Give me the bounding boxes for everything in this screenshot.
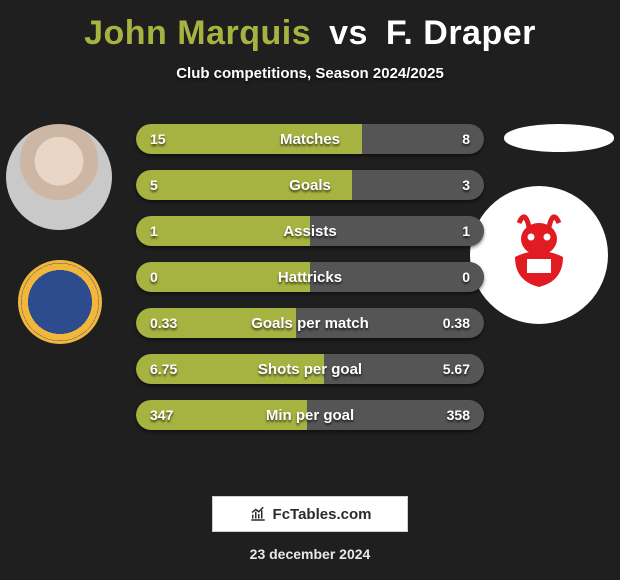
brand-text: FcTables.com — [273, 506, 372, 523]
player1-avatar — [6, 124, 112, 230]
title-vs: vs — [329, 14, 368, 52]
stat-row: 53Goals — [136, 170, 484, 200]
chart-icon — [249, 505, 267, 523]
player2-avatar — [504, 124, 614, 152]
player2-club-crest — [470, 186, 608, 324]
stat-label: Shots per goal — [136, 354, 484, 384]
stat-row: 6.755.67Shots per goal — [136, 354, 484, 384]
title-player1: John Marquis — [84, 14, 311, 52]
title-player2: F. Draper — [386, 14, 536, 52]
brand-badge: FcTables.com — [212, 496, 408, 532]
stat-row: 11Assists — [136, 216, 484, 246]
stat-label: Min per goal — [136, 400, 484, 430]
page-title: John Marquis vs F. Draper — [0, 0, 620, 53]
stat-bars: 158Matches 53Goals 11Assists 00Hattricks 0.3… — [136, 124, 484, 446]
stat-row: 158Matches — [136, 124, 484, 154]
stat-label: Goals — [136, 170, 484, 200]
subtitle: Club competitions, Season 2024/2025 — [0, 65, 620, 82]
stat-label: Hattricks — [136, 262, 484, 292]
stat-label: Goals per match — [136, 308, 484, 338]
stat-row: 0.330.38Goals per match — [136, 308, 484, 338]
player1-club-crest — [18, 260, 102, 344]
imp-crest-icon — [489, 205, 589, 305]
stat-label: Matches — [136, 124, 484, 154]
stat-row: 347358Min per goal — [136, 400, 484, 430]
date-text: 23 december 2024 — [0, 546, 620, 562]
comparison-content: 158Matches 53Goals 11Assists 00Hattricks 0.3… — [0, 110, 620, 470]
stat-row: 00Hattricks — [136, 262, 484, 292]
stat-label: Assists — [136, 216, 484, 246]
